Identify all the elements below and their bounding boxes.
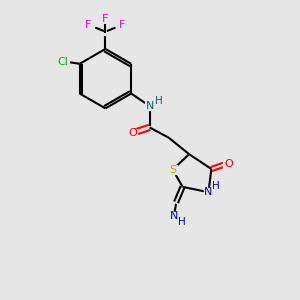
Text: F: F [102,14,109,24]
Bar [129,129,137,137]
Text: O: O [224,159,233,169]
Text: F: F [119,20,125,30]
Bar [204,188,213,196]
Bar [145,102,154,110]
Text: N: N [146,101,154,111]
Text: H: H [212,181,220,191]
Text: O: O [128,128,137,138]
Text: S: S [169,165,176,175]
Text: Cl: Cl [57,57,68,67]
Bar [170,212,179,220]
Text: N: N [204,187,213,197]
Text: H: H [178,217,186,227]
Text: F: F [85,20,92,30]
Bar [169,166,177,174]
Text: N: N [170,211,179,221]
Text: H: H [154,96,162,106]
Bar [223,160,231,168]
